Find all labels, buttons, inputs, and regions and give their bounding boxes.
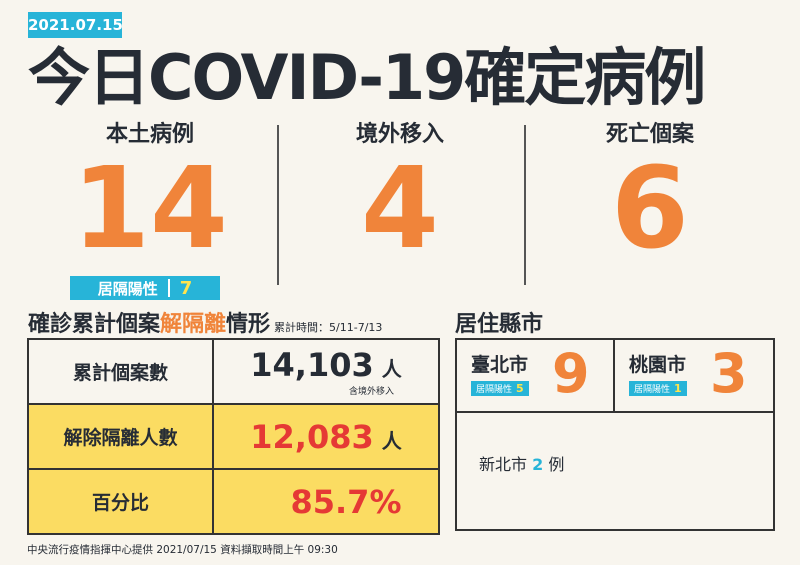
- city-count: 3: [710, 342, 748, 405]
- row-value: 14,103 人 含境外移入: [214, 340, 438, 403]
- row-label: 百分比: [29, 470, 214, 533]
- stat-value: 4: [361, 144, 439, 274]
- footer-source: 中央流行疫情指揮中心提供 2021/07/15 資料擷取時間上午 09:30: [27, 544, 338, 556]
- page-title: 今日COVID-19確定病例: [28, 41, 706, 114]
- unit: 人: [381, 357, 402, 381]
- table-row: 解除隔離人數 12,083 人: [29, 405, 438, 470]
- city-taoyuan: 桃園市 居隔陽性 1 3: [615, 340, 773, 411]
- value: 14,103: [250, 346, 374, 384]
- q-value: 1: [674, 382, 682, 395]
- city-name: 臺北市: [471, 354, 529, 376]
- value: 12,083: [250, 417, 374, 456]
- heading-highlight: 解隔離: [160, 312, 227, 337]
- stat-label: 死亡個案: [605, 122, 694, 147]
- quarantine-label: 居隔陽性: [97, 279, 158, 298]
- city-taipei: 臺北市 居隔陽性 5 9: [457, 340, 615, 411]
- unit: 例: [548, 455, 565, 474]
- city-count: 9: [552, 342, 590, 405]
- recovery-heading: 確診累計個案解隔離情形 累計時間：5/11-7/13: [28, 306, 382, 338]
- stat-value: 14: [72, 144, 228, 274]
- date-badge: 2021.07.15: [28, 12, 123, 38]
- q-label: 居隔陽性: [634, 385, 671, 395]
- quarantine-badge: 居隔陽性 1: [629, 381, 687, 396]
- city-name: 新北市: [479, 455, 528, 474]
- stat-imported: 境外移入 4: [275, 116, 525, 274]
- other-cities: 新北市 2 例: [457, 413, 773, 475]
- q-label: 居隔陽性: [476, 385, 513, 395]
- heading-text: 確診累計個案: [28, 312, 161, 337]
- period-text: 累計時間：5/11-7/13: [274, 321, 383, 334]
- stat-label: 境外移入: [355, 122, 444, 147]
- quarantine-badge: 居隔陽性 5: [471, 381, 529, 396]
- quarantine-value: 7: [179, 277, 193, 299]
- note: 含境外移入: [348, 387, 394, 397]
- heading-text: 情形: [226, 312, 271, 337]
- row-label: 累計個案數: [29, 340, 214, 403]
- row-value: 12,083 人: [214, 405, 438, 468]
- stat-value: 6: [611, 144, 689, 274]
- divider: [277, 125, 279, 285]
- stat-deaths: 死亡個案 6: [525, 116, 775, 274]
- stat-label: 本土病例: [105, 122, 194, 147]
- table-row: 累計個案數 14,103 人 含境外移入: [29, 340, 438, 405]
- row-label: 解除隔離人數: [29, 405, 214, 468]
- q-value: 5: [516, 382, 524, 395]
- divider: [524, 125, 526, 285]
- quarantine-badge: 居隔陽性 7: [70, 276, 220, 300]
- residence-box: 臺北市 居隔陽性 5 9 桃園市 居隔陽性 1 3 新北市 2 例: [455, 338, 775, 531]
- recovery-table: 累計個案數 14,103 人 含境外移入 解除隔離人數 12,083 人 百分比 8…: [27, 338, 440, 535]
- value: 85.7%: [290, 482, 402, 521]
- city-name: 桃園市: [629, 354, 687, 376]
- table-row: 百分比 85.7%: [29, 470, 438, 533]
- city-count: 2: [532, 455, 544, 474]
- row-value: 85.7%: [214, 470, 438, 533]
- unit: 人: [381, 428, 402, 453]
- stat-local: 本土病例 14: [25, 116, 275, 274]
- residence-heading: 居住縣市: [455, 312, 544, 337]
- separator: [167, 279, 170, 297]
